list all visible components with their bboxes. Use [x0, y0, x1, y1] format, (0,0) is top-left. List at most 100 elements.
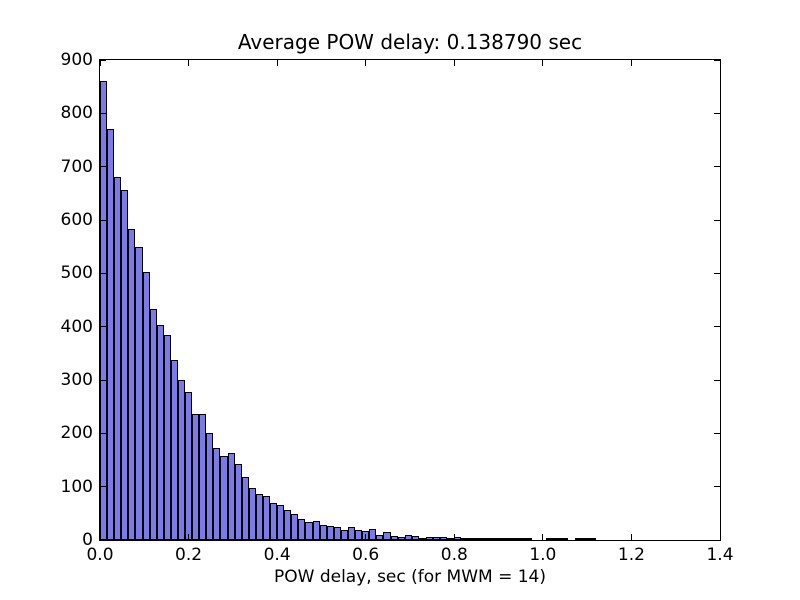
tick-mark [365, 60, 367, 66]
tick-mark [453, 60, 455, 66]
histogram-bar [503, 538, 511, 540]
histogram-bar [177, 380, 186, 540]
histogram-bar [128, 228, 136, 540]
histogram-bar [277, 504, 285, 540]
histogram-bar [447, 538, 455, 540]
histogram-bar [149, 308, 157, 540]
histogram-bar [489, 538, 497, 540]
tick-mark [714, 272, 720, 274]
histogram-bar [433, 536, 441, 540]
x-tick-label: 0.2 [175, 545, 203, 565]
x-tick-label: 0.0 [86, 545, 114, 565]
x-tick-label: 1.4 [706, 545, 734, 565]
histogram-bar [340, 529, 348, 540]
x-axis-label: POW delay, sec (for MWM = 14) [273, 567, 547, 587]
histogram-bar [475, 538, 483, 540]
histogram-bar [255, 494, 263, 540]
histogram-bar [213, 448, 221, 540]
x-tick-label: 0.8 [440, 545, 468, 565]
histogram-bar [262, 496, 271, 540]
histogram-bar [355, 529, 363, 540]
tick-mark [714, 486, 720, 488]
histogram-bar [291, 514, 299, 540]
y-tick-label: 700 [60, 156, 93, 177]
tick-mark [630, 534, 632, 540]
histogram-bar [142, 271, 150, 540]
x-tick-label: 1.2 [617, 545, 645, 565]
y-tick-label: 600 [60, 210, 93, 230]
y-tick-label: 200 [60, 423, 93, 444]
x-tick-label: 0.6 [352, 545, 380, 565]
y-tick-label: 300 [60, 370, 93, 390]
tick-mark [99, 60, 101, 66]
histogram-bar [114, 177, 122, 540]
histogram-bar [248, 487, 256, 540]
tick-mark [714, 432, 720, 434]
y-tick-label: 100 [60, 476, 93, 497]
histogram-bar [553, 538, 561, 540]
tick-mark [100, 166, 106, 168]
tick-mark [100, 59, 106, 61]
tick-mark [100, 486, 106, 488]
histogram-bar [312, 520, 320, 540]
histogram-bar [468, 538, 476, 540]
tick-marks [99, 59, 721, 541]
histogram-bar [461, 537, 469, 540]
histogram-bars [100, 60, 720, 540]
histogram-bar [588, 538, 596, 540]
tick-mark [100, 272, 106, 274]
histogram-bar [482, 538, 490, 540]
y-tick-label: 500 [60, 263, 93, 284]
tick-mark [630, 60, 632, 66]
tick-mark [714, 112, 720, 114]
tick-mark [714, 166, 720, 168]
histogram-bar [546, 538, 554, 540]
tick-mark [453, 534, 455, 540]
histogram-bar [560, 538, 568, 540]
tick-mark [100, 112, 106, 114]
tick-mark [188, 534, 190, 540]
tick-mark [714, 219, 720, 221]
tick-mark [276, 60, 278, 66]
tick-mark [365, 534, 367, 540]
histogram-bar [496, 538, 504, 540]
histogram-bar [326, 526, 334, 540]
y-tick-label: 800 [60, 103, 93, 124]
histogram-bar [227, 453, 235, 540]
x-tick-label: 0.4 [263, 545, 291, 565]
tick-mark [714, 379, 720, 381]
histogram-bar [319, 525, 327, 540]
histogram-bar [525, 538, 533, 540]
tick-mark [276, 534, 278, 540]
x-tick-label: 1.0 [529, 545, 557, 565]
histogram-bar [107, 129, 115, 540]
tick-mark [542, 534, 544, 540]
histogram-bar [135, 246, 143, 540]
histogram-bar [284, 510, 292, 540]
histogram-bar [333, 527, 341, 540]
y-tick-label: 0 [82, 530, 93, 550]
tick-mark [542, 60, 544, 66]
histogram-bar [418, 537, 426, 540]
tick-mark [188, 60, 190, 66]
histogram-bar [411, 535, 419, 540]
tick-mark [100, 219, 106, 221]
histogram-bar [305, 521, 313, 540]
tick-mark [100, 379, 106, 381]
histogram-bar [234, 463, 242, 540]
histogram-bar [348, 526, 356, 540]
histogram-bar [581, 538, 589, 540]
histogram-bar [121, 190, 129, 540]
histogram-bar [376, 535, 384, 540]
histogram-bar [270, 502, 278, 540]
histogram-bar [574, 538, 582, 540]
histogram-bar [163, 335, 171, 540]
histogram-bar [220, 455, 228, 540]
histogram-bar [241, 477, 249, 540]
tick-mark [714, 59, 720, 61]
tick-mark [99, 534, 101, 540]
tick-mark [719, 60, 721, 66]
histogram-bar [298, 519, 306, 540]
histogram-bar [383, 532, 391, 540]
histogram-bar [206, 433, 214, 540]
